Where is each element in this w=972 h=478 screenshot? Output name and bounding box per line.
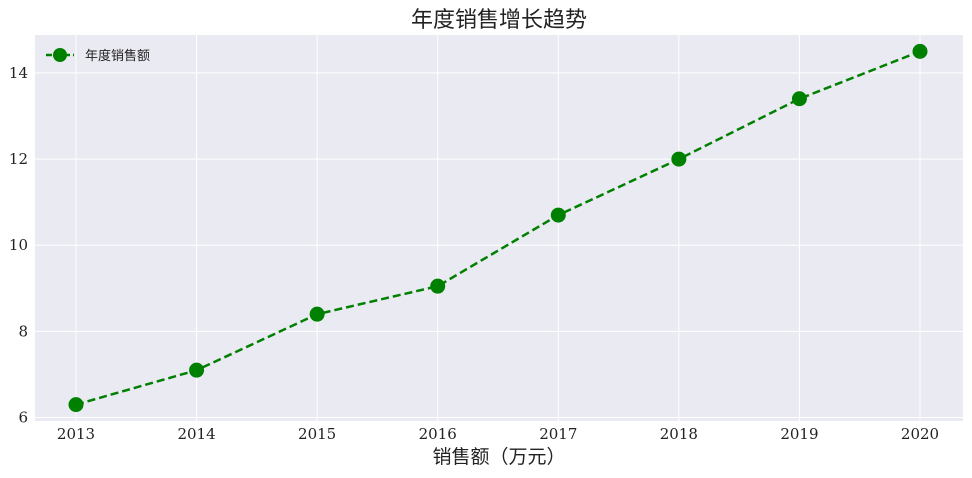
plot-area — [35, 35, 963, 421]
x-tick-label: 2015 — [298, 425, 336, 443]
x-tick-label: 2019 — [780, 425, 818, 443]
x-tick-label: 2017 — [539, 425, 577, 443]
series-layer — [68, 43, 928, 413]
data-point — [309, 306, 325, 322]
y-tick-label: 8 — [18, 322, 28, 340]
data-point — [912, 43, 928, 59]
data-point — [189, 362, 205, 378]
legend-marker-swatch — [53, 48, 67, 62]
x-tick-label: 2013 — [57, 425, 95, 443]
x-axis-ticks: 2013 2014 2015 2016 2017 2018 2019 2020 — [57, 425, 939, 443]
data-point — [430, 278, 446, 294]
x-tick-label: 2016 — [419, 425, 457, 443]
series-line — [75, 50, 921, 406]
data-point — [68, 397, 84, 413]
y-tick-label: 6 — [18, 409, 28, 427]
y-tick-label: 10 — [9, 236, 28, 254]
grid-lines — [35, 35, 963, 421]
y-axis-ticks: 6 8 10 12 14 — [9, 64, 28, 427]
x-tick-label: 2020 — [901, 425, 939, 443]
chart-title: 年度销售增长趋势 — [411, 8, 587, 33]
y-tick-label: 12 — [9, 150, 28, 168]
x-tick-label: 2014 — [177, 425, 215, 443]
y-tick-label: 14 — [9, 64, 28, 82]
legend: 年度销售额 — [46, 48, 150, 64]
legend-label: 年度销售额 — [85, 48, 150, 64]
data-point — [671, 151, 687, 167]
data-point — [791, 91, 807, 107]
x-tick-label: 2018 — [660, 425, 698, 443]
x-axis-label: 销售额（万元） — [432, 446, 565, 468]
data-point — [550, 207, 566, 223]
